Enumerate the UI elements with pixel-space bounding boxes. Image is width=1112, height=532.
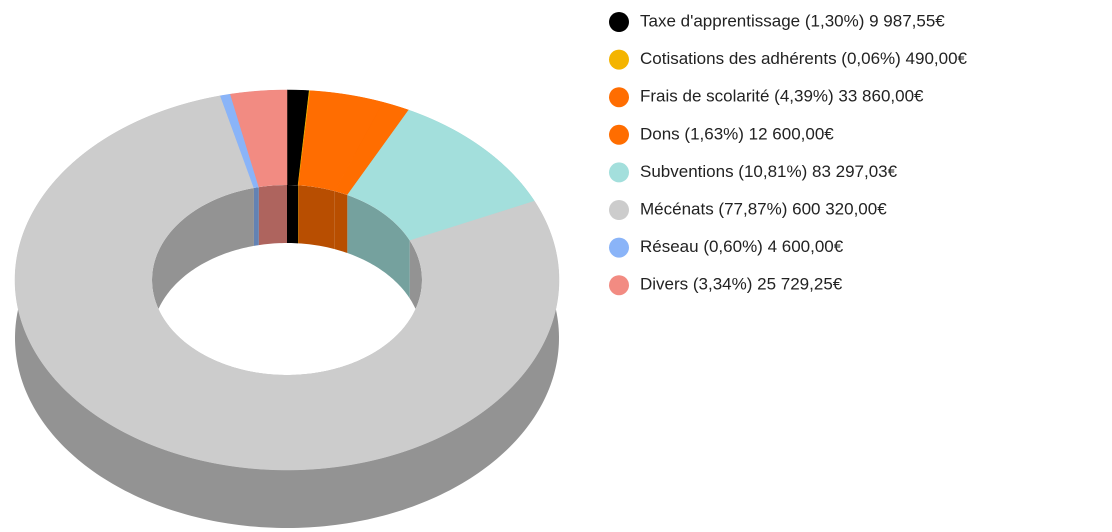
legend-swatch — [609, 124, 629, 145]
legend-label: Mécénats (77,87%) 600 320,00€ — [640, 199, 887, 218]
legend-swatch — [609, 87, 629, 108]
inner-wall — [347, 195, 410, 299]
legend-label: Taxe d'apprentissage (1,30%) 9 987,55€ — [640, 11, 945, 30]
legend: Taxe d'apprentissage (1,30%) 9 987,55€ Co… — [609, 11, 968, 296]
legend-label: Subventions (10,81%) 83 297,03€ — [640, 162, 898, 181]
legend-label: Réseau (0,60%) 4 600,00€ — [640, 237, 844, 256]
slices — [14, 89, 560, 471]
legend-swatch — [609, 162, 629, 183]
legend-label: Divers (3,34%) 25 729,25€ — [640, 275, 843, 294]
inner-wall — [298, 185, 335, 250]
inner-wall — [334, 191, 348, 254]
inner-wall — [287, 185, 299, 244]
legend-swatch — [609, 12, 629, 32]
legend-swatch — [609, 200, 629, 220]
legend-swatch — [609, 49, 629, 70]
legend-label: Frais de scolarité (4,39%) 33 860,00€ — [640, 87, 924, 106]
inner-wall — [298, 185, 299, 244]
legend-swatch — [609, 237, 629, 258]
inner-wall — [253, 187, 259, 246]
legend-swatch — [609, 275, 629, 296]
legend-label: Dons (1,63%) 12 600,00€ — [640, 124, 834, 143]
legend-label: Cotisations des adhérents (0,06%) 490,00… — [640, 49, 968, 68]
inner-wall — [258, 185, 287, 246]
